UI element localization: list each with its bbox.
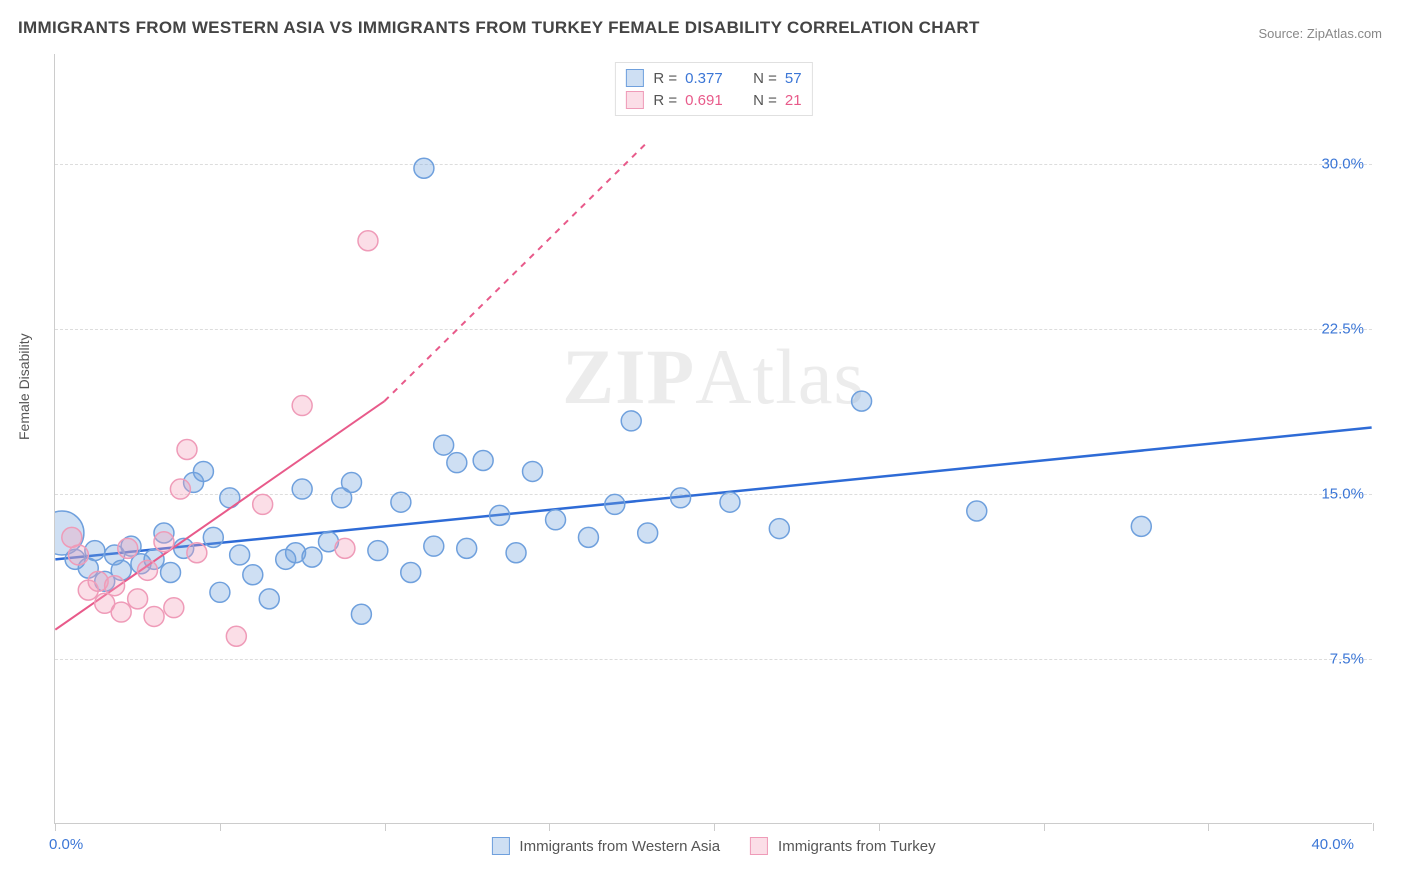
legend-swatch — [491, 837, 509, 855]
r-label: R = — [653, 92, 677, 109]
n-value: 21 — [785, 92, 802, 109]
chart-plot-area: ZIPAtlas R = 0.377 N = 57 R = 0.691 N = … — [54, 54, 1372, 824]
legend-series: Immigrants from Western Asia Immigrants … — [491, 837, 935, 855]
legend-swatch — [625, 91, 643, 109]
legend-correlation-box: R = 0.377 N = 57 R = 0.691 N = 21 — [614, 62, 812, 116]
n-label: N = — [753, 92, 777, 109]
legend-series-label: Immigrants from Turkey — [778, 838, 936, 855]
legend-series-item: Immigrants from Turkey — [750, 837, 936, 855]
x-axis-max-label: 40.0% — [1311, 836, 1354, 853]
x-tick — [220, 823, 221, 831]
n-value: 57 — [785, 70, 802, 87]
y-axis-label: Female Disability — [16, 333, 32, 440]
chart-title: IMMIGRANTS FROM WESTERN ASIA VS IMMIGRAN… — [18, 18, 980, 38]
r-label: R = — [653, 70, 677, 87]
n-label: N = — [753, 70, 777, 87]
x-axis-min-label: 0.0% — [49, 836, 83, 853]
x-tick — [879, 823, 880, 831]
legend-swatch — [750, 837, 768, 855]
x-tick — [549, 823, 550, 831]
legend-series-item: Immigrants from Western Asia — [491, 837, 720, 855]
x-tick — [1044, 823, 1045, 831]
legend-series-label: Immigrants from Western Asia — [519, 838, 720, 855]
x-tick — [1208, 823, 1209, 831]
legend-correlation-row: R = 0.691 N = 21 — [625, 89, 801, 111]
scatter-plot-svg — [55, 54, 1372, 823]
legend-correlation-row: R = 0.377 N = 57 — [625, 67, 801, 89]
x-tick — [1373, 823, 1374, 831]
source-attribution: Source: ZipAtlas.com — [1258, 26, 1382, 41]
x-tick — [714, 823, 715, 831]
legend-swatch — [625, 69, 643, 87]
x-tick — [55, 823, 56, 831]
r-value: 0.377 — [685, 70, 737, 87]
x-tick — [385, 823, 386, 831]
r-value: 0.691 — [685, 92, 737, 109]
